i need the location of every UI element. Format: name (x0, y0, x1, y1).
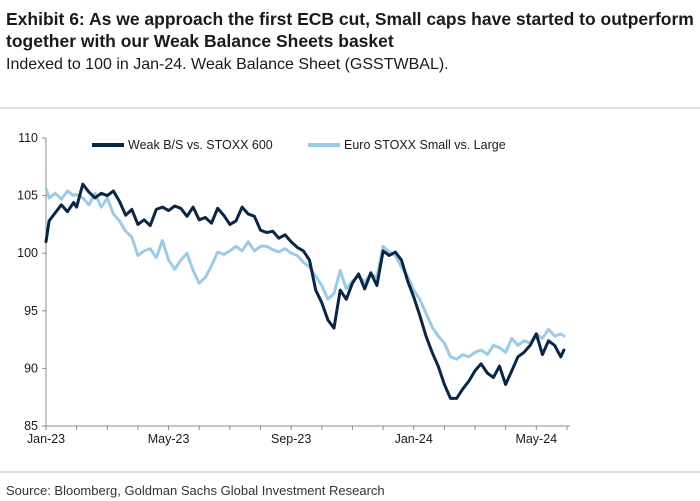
series-line-small-vs-large (44, 187, 566, 361)
x-tick-label: Jan-23 (27, 432, 65, 446)
y-tick-label: 85 (24, 419, 38, 433)
y-tick-label: 90 (24, 361, 38, 375)
x-tick-label: Jan-24 (395, 432, 433, 446)
y-tick-label: 100 (17, 246, 38, 260)
legend-label-weak-bs: Weak B/S vs. STOXX 600 (128, 138, 273, 152)
series-line-weak-bs (44, 182, 566, 400)
y-tick-label: 105 (17, 189, 38, 203)
y-tick-label: 95 (24, 304, 38, 318)
y-tick-label: 110 (18, 131, 38, 145)
source-note: Source: Bloomberg, Goldman Sachs Global … (6, 483, 385, 498)
x-tick-label: May-23 (148, 432, 190, 446)
chart-title: Exhibit 6: As we approach the first ECB … (6, 9, 694, 51)
x-tick-label: Sep-23 (271, 432, 311, 446)
legend: Weak B/S vs. STOXX 600 Euro STOXX Small … (92, 138, 506, 152)
legend-label-small-vs-large: Euro STOXX Small vs. Large (344, 138, 506, 152)
axes: 85 90 95 100 105 110 Jan-23 May-23 Sep-23 Jan-24 M… (17, 131, 570, 446)
chart-subtitle: Indexed to 100 in Jan-24. Weak Balance S… (6, 56, 449, 73)
series-lines (44, 182, 566, 400)
x-tick-label: May-24 (515, 432, 557, 446)
